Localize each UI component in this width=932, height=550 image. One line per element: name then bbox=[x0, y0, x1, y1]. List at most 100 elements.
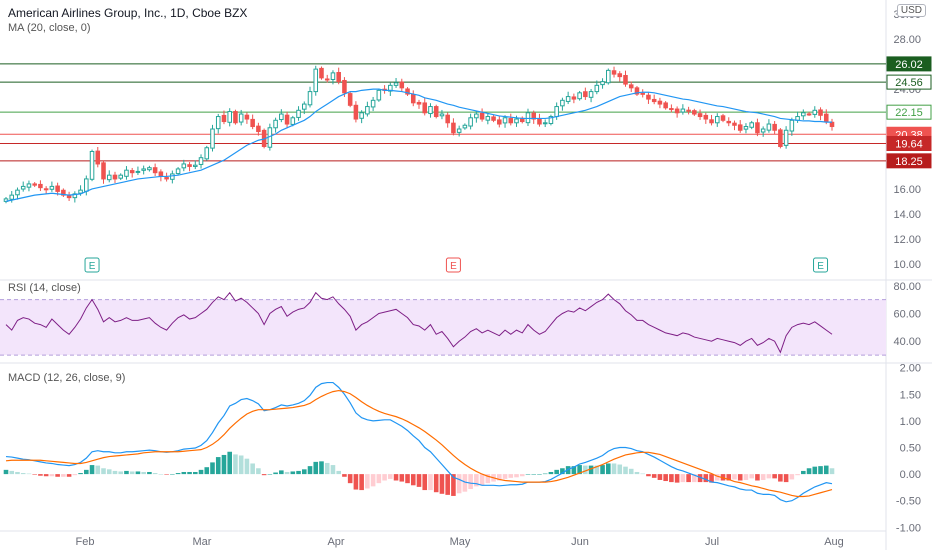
macd-histogram-bar bbox=[416, 474, 422, 487]
macd-histogram-bar bbox=[594, 465, 600, 475]
candle-body bbox=[72, 193, 78, 199]
price-level-tag bbox=[886, 56, 932, 72]
macd-histogram-bar bbox=[72, 474, 78, 476]
candle-body bbox=[474, 113, 479, 119]
candle-body bbox=[175, 168, 181, 175]
candle-body bbox=[296, 109, 301, 118]
macd-histogram-bar bbox=[210, 462, 215, 475]
macd-histogram-bar bbox=[296, 470, 301, 475]
macd-histogram-bar bbox=[9, 470, 15, 475]
candle-body bbox=[588, 91, 594, 98]
candle-body bbox=[720, 115, 726, 121]
macd-histogram-bar bbox=[370, 474, 376, 487]
time-tick-label: May bbox=[450, 536, 471, 548]
time-tick-label: Apr bbox=[327, 536, 344, 548]
candle-body bbox=[468, 117, 473, 127]
price-level-tag-label: 26.02 bbox=[895, 59, 923, 71]
candle-body bbox=[714, 116, 720, 124]
candle-body bbox=[313, 68, 319, 93]
candle-body bbox=[399, 81, 405, 89]
macd-histogram-bar bbox=[514, 474, 519, 478]
macd-histogram-bar bbox=[519, 474, 525, 477]
currency-badge[interactable]: USD bbox=[896, 4, 926, 17]
macd-histogram-bar bbox=[135, 471, 141, 475]
candle-body bbox=[204, 147, 210, 160]
macd-histogram-bar bbox=[485, 474, 491, 484]
candle-body bbox=[497, 119, 502, 125]
candle-body bbox=[347, 93, 353, 106]
candle-body bbox=[365, 106, 370, 115]
price-level-tag bbox=[886, 104, 932, 120]
macd-histogram-bar bbox=[26, 473, 32, 475]
candle-body bbox=[594, 84, 600, 93]
macd-histogram-bar bbox=[175, 473, 181, 475]
macd-histogram-bar bbox=[3, 469, 9, 475]
macd-histogram-bar bbox=[238, 455, 244, 475]
candle-body bbox=[66, 195, 72, 199]
earnings-marker bbox=[84, 257, 100, 273]
time-tick-label: Mar bbox=[193, 536, 212, 548]
candle-body bbox=[801, 112, 806, 117]
candle-body bbox=[221, 114, 227, 123]
macd-tick-label: -0.50 bbox=[896, 496, 921, 508]
candle-body bbox=[152, 167, 158, 174]
macd-histogram-bar bbox=[49, 474, 55, 477]
candle-body bbox=[772, 123, 777, 131]
candle-body bbox=[78, 189, 83, 194]
candle-body bbox=[703, 114, 709, 120]
macd-histogram-bar bbox=[227, 451, 233, 475]
candle-body bbox=[43, 188, 49, 191]
candle-body bbox=[330, 72, 336, 80]
macd-histogram-bar bbox=[451, 474, 456, 496]
macd-histogram-bar bbox=[600, 465, 605, 475]
candle-body bbox=[370, 99, 376, 108]
macd-histogram-bar bbox=[502, 474, 508, 479]
candle-body bbox=[416, 101, 422, 105]
price-level-tag-label: 19.64 bbox=[895, 138, 923, 150]
macd-histogram-bar bbox=[445, 474, 450, 495]
candle-body bbox=[577, 92, 582, 100]
macd-histogram-bar bbox=[577, 465, 582, 475]
macd-histogram-bar bbox=[640, 473, 646, 475]
macd-histogram-bar bbox=[646, 474, 651, 477]
candle-body bbox=[336, 72, 341, 83]
candle-body bbox=[525, 112, 531, 124]
candle-body bbox=[388, 84, 393, 92]
macd-histogram-bar bbox=[617, 464, 623, 475]
ma-line bbox=[5, 88, 832, 202]
macd-histogram-bar bbox=[89, 465, 95, 475]
macd-histogram-bar bbox=[732, 474, 737, 480]
candle-body bbox=[84, 178, 89, 192]
candle-body bbox=[548, 116, 554, 125]
macd-tick-label: 0.00 bbox=[900, 469, 921, 481]
candle-body bbox=[106, 174, 112, 181]
macd-histogram-bar bbox=[256, 468, 261, 475]
macd-histogram-bar bbox=[38, 474, 43, 476]
macd-histogram-bar bbox=[336, 470, 341, 475]
macd-histogram-bar bbox=[410, 474, 416, 486]
macd-histogram-bar bbox=[273, 472, 278, 475]
candle-body bbox=[256, 125, 261, 133]
macd-histogram-bar bbox=[78, 473, 83, 475]
candle-body bbox=[238, 113, 244, 123]
macd-histogram-bar bbox=[554, 469, 559, 475]
candle-body bbox=[405, 88, 410, 95]
candle-body bbox=[353, 104, 359, 120]
price-tick-label: 28.00 bbox=[893, 34, 921, 46]
macd-histogram-bar bbox=[204, 467, 210, 475]
macd-histogram-bar bbox=[783, 474, 789, 483]
macd-histogram-bar bbox=[497, 474, 502, 481]
macd-histogram-bar bbox=[422, 474, 428, 491]
candle-body bbox=[141, 168, 146, 171]
candle-body bbox=[124, 169, 129, 177]
macd-histogram-bar bbox=[829, 468, 835, 475]
macd-histogram-bar bbox=[250, 463, 255, 475]
macd-histogram-bar bbox=[192, 471, 198, 475]
macd-histogram-bar bbox=[158, 474, 164, 475]
candle-body bbox=[554, 106, 559, 118]
macd-histogram-bar bbox=[118, 471, 124, 475]
candle-body bbox=[611, 70, 617, 75]
candle-body bbox=[783, 129, 789, 146]
candle-body bbox=[170, 173, 175, 180]
